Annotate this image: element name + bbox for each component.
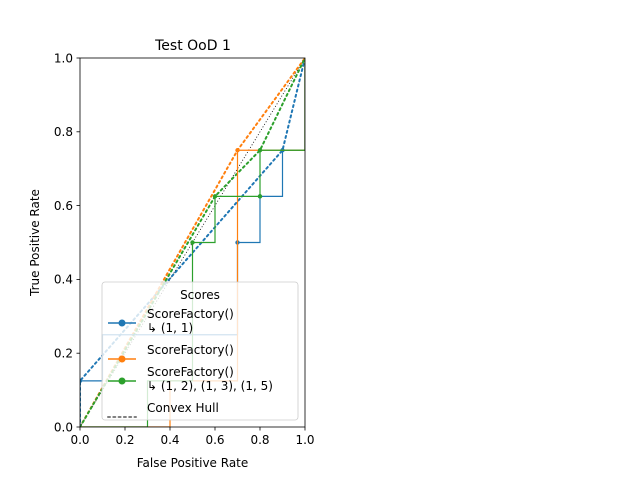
roc-point-2-1 (235, 148, 240, 153)
roc-point-3-4 (257, 148, 263, 153)
legend: Scores ScoreFactory()↳ (1, 1)ScoreFactor… (101, 281, 299, 421)
roc-point-3-3 (257, 194, 263, 199)
legend-marker-3 (118, 377, 126, 385)
legend-box (101, 281, 299, 421)
y-tick-label: 1.0 (54, 51, 73, 65)
x-axis: 0.0 0.2 0.4 0.6 0.8 1.0 (70, 427, 315, 447)
x-tick-label: 0.6 (205, 433, 224, 447)
legend-label-3: ↳ (1, 2), (1, 3), (1, 5) (147, 379, 273, 393)
y-axis: 0.0 0.2 0.4 0.6 0.8 1.0 (54, 51, 80, 434)
x-axis-label: False Positive Rate (137, 456, 249, 470)
legend-marker-1 (118, 319, 126, 327)
x-tick-label: 1.0 (295, 433, 314, 447)
y-tick-label: 0.0 (54, 420, 73, 434)
legend-label-3: ScoreFactory() (147, 365, 234, 379)
legend-label-1: ↳ (1, 1) (147, 321, 193, 335)
roc-point-3-1 (190, 240, 195, 245)
y-tick-label: 0.2 (54, 347, 73, 361)
legend-label-4: Convex Hull (147, 401, 219, 415)
x-tick-label: 0.4 (160, 433, 179, 447)
chart-title: Test OoD 1 (154, 38, 231, 54)
legend-label-2: ScoreFactory() (147, 343, 234, 357)
x-tick-label: 0.2 (115, 433, 134, 447)
y-tick-label: 0.4 (54, 273, 73, 287)
y-axis-label: True Positive Rate (28, 189, 42, 297)
y-tick-label: 0.6 (54, 199, 73, 213)
legend-label-1: ScoreFactory() (147, 307, 234, 321)
roc-point-1-1 (80, 378, 83, 384)
plot-frame (79, 57, 306, 428)
roc-point-3-2 (212, 194, 218, 199)
x-tick-label: 0.0 (70, 433, 89, 447)
legend-marker-2 (118, 355, 126, 363)
x-tick-label: 0.8 (250, 433, 269, 447)
y-tick-label: 0.8 (54, 125, 73, 139)
legend-title: Scores (180, 288, 220, 302)
